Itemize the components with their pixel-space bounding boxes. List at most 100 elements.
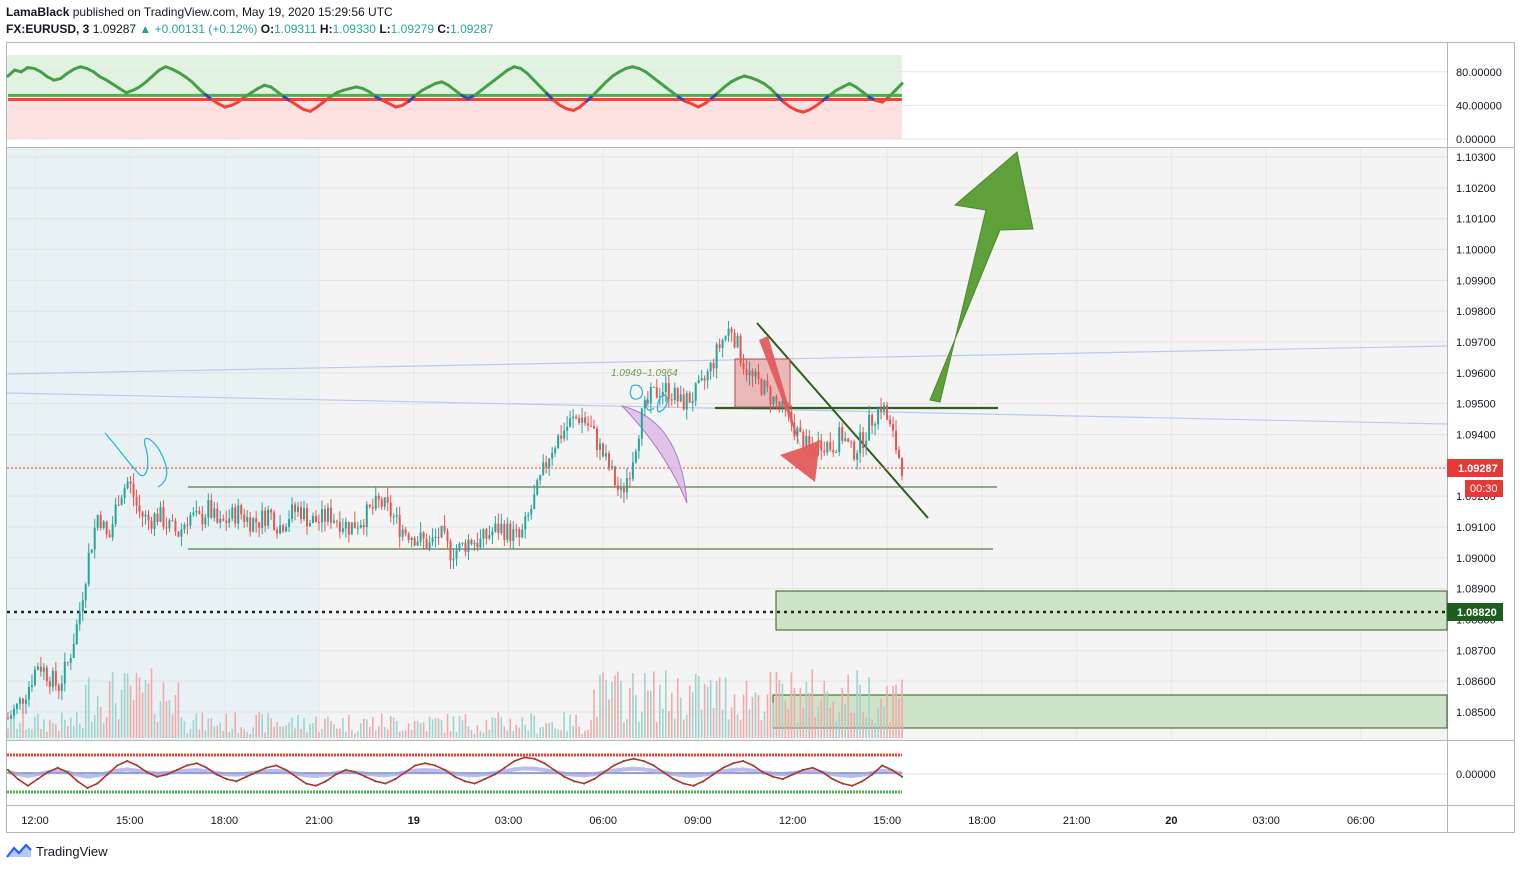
candle-body xyxy=(631,462,634,479)
candle-body xyxy=(536,480,539,495)
candle-body xyxy=(464,542,467,552)
candle-body xyxy=(144,514,147,517)
candle-body xyxy=(482,529,485,539)
trend-line[interactable] xyxy=(756,322,929,519)
bottom-osc-dot xyxy=(26,784,29,787)
candle-body xyxy=(661,392,664,397)
candle-body xyxy=(7,718,9,720)
bottom-osc-dot xyxy=(583,782,586,785)
bottom-osc-dot xyxy=(6,768,10,772)
support-zone[interactable] xyxy=(775,590,1448,631)
bottom-osc-dot xyxy=(692,784,695,787)
candle-body xyxy=(60,683,63,691)
candle-body xyxy=(527,514,530,517)
top-grid xyxy=(8,71,1447,140)
bottom-osc-dot xyxy=(652,764,655,767)
green-up-arrow[interactable] xyxy=(929,151,1034,403)
close-label: C: xyxy=(437,22,451,36)
candle-body xyxy=(180,529,183,537)
bottom-osc-dot xyxy=(434,764,437,767)
time-axis-tick: 15:00 xyxy=(116,815,144,827)
candle-body xyxy=(500,523,503,533)
candle-body xyxy=(362,525,365,528)
candle-body xyxy=(407,533,410,541)
candle-body xyxy=(410,537,413,541)
tradingview-logo[interactable]: TradingView xyxy=(6,843,108,859)
candle-body xyxy=(54,670,57,686)
bottom-osc-dot xyxy=(165,773,169,776)
candle-body xyxy=(395,515,398,517)
candle-body xyxy=(210,500,213,518)
candle-body xyxy=(488,535,491,539)
symbol-name[interactable]: FX:EURUSD, 3 xyxy=(6,22,90,36)
bottom-osc-dot xyxy=(612,764,616,767)
candle-body xyxy=(27,687,30,700)
candlesticks xyxy=(7,320,903,720)
candle-body xyxy=(799,427,802,433)
candle-body xyxy=(754,371,757,377)
bottom-osc-dot xyxy=(126,759,129,763)
candle-body xyxy=(769,386,772,405)
candle-body xyxy=(778,401,781,408)
candle-body xyxy=(270,509,273,513)
candle-body xyxy=(682,394,685,410)
candle-body xyxy=(847,438,850,442)
time-axis[interactable]: 12:00 15:00 18:00 21:00 19 03:00 06:00 09:00 12:… xyxy=(21,815,1374,827)
osc-segment xyxy=(190,80,201,91)
bottom-osc-dot xyxy=(642,759,645,763)
bottom-osc-dot xyxy=(732,762,735,765)
candle-body xyxy=(545,462,548,468)
candle-body xyxy=(718,344,721,348)
red-down-arrow[interactable] xyxy=(759,336,820,482)
candle-body xyxy=(33,669,36,686)
candle-body xyxy=(473,542,476,545)
bottom-osc-dot xyxy=(136,764,139,767)
candle-body xyxy=(183,524,186,530)
candle-body xyxy=(326,507,329,522)
osc-segment xyxy=(887,88,897,99)
candle-body xyxy=(844,438,847,441)
candle-body xyxy=(359,525,362,528)
candle-body xyxy=(9,715,12,719)
candle-body xyxy=(610,466,613,469)
candle-body xyxy=(497,523,500,533)
bottom-osc-dot xyxy=(96,782,99,785)
candle-body xyxy=(129,481,132,484)
bottom-osc-dot xyxy=(384,782,387,785)
bottom-osc-dot xyxy=(245,775,248,778)
candle-body xyxy=(153,513,156,529)
candle-body xyxy=(895,430,898,451)
candle-body xyxy=(625,478,628,493)
candle-body xyxy=(207,500,210,518)
time-axis-tick: 09:00 xyxy=(684,815,712,827)
arc-drawing[interactable] xyxy=(620,405,688,504)
candle-body xyxy=(15,703,18,709)
candle-body xyxy=(724,335,727,340)
candle-body xyxy=(57,685,60,691)
candle-body xyxy=(518,529,521,538)
top-axis-tick: 0.00000 xyxy=(1456,134,1496,146)
bottom-osc-dot xyxy=(861,780,864,783)
candle-body xyxy=(584,417,587,424)
osc-segment xyxy=(775,93,786,104)
time-axis-tick: 06:00 xyxy=(1347,815,1375,827)
bottom-osc-dot xyxy=(881,764,884,767)
osc-segment xyxy=(591,87,602,97)
price-axis-tick: 1.09400 xyxy=(1456,430,1496,442)
bottom-osc-dot xyxy=(155,775,159,778)
open-value: 1.09311 xyxy=(274,22,317,36)
candle-body xyxy=(871,414,874,426)
candle-body xyxy=(30,685,33,688)
candle-body xyxy=(317,522,320,524)
cyan-scribble-right[interactable] xyxy=(629,384,668,413)
candle-body xyxy=(826,442,829,453)
publisher-name[interactable]: LamaBlack xyxy=(6,5,70,19)
candle-body xyxy=(548,458,551,468)
cyan-scribble-left[interactable] xyxy=(104,432,168,488)
candle-body xyxy=(622,487,625,493)
price-axis[interactable]: 1.10300 1.10200 1.10100 1.10000 1.09900 1.098… xyxy=(1456,152,1496,719)
candle-body xyxy=(694,383,697,401)
candle-body xyxy=(581,417,584,423)
candle-body xyxy=(308,523,311,527)
